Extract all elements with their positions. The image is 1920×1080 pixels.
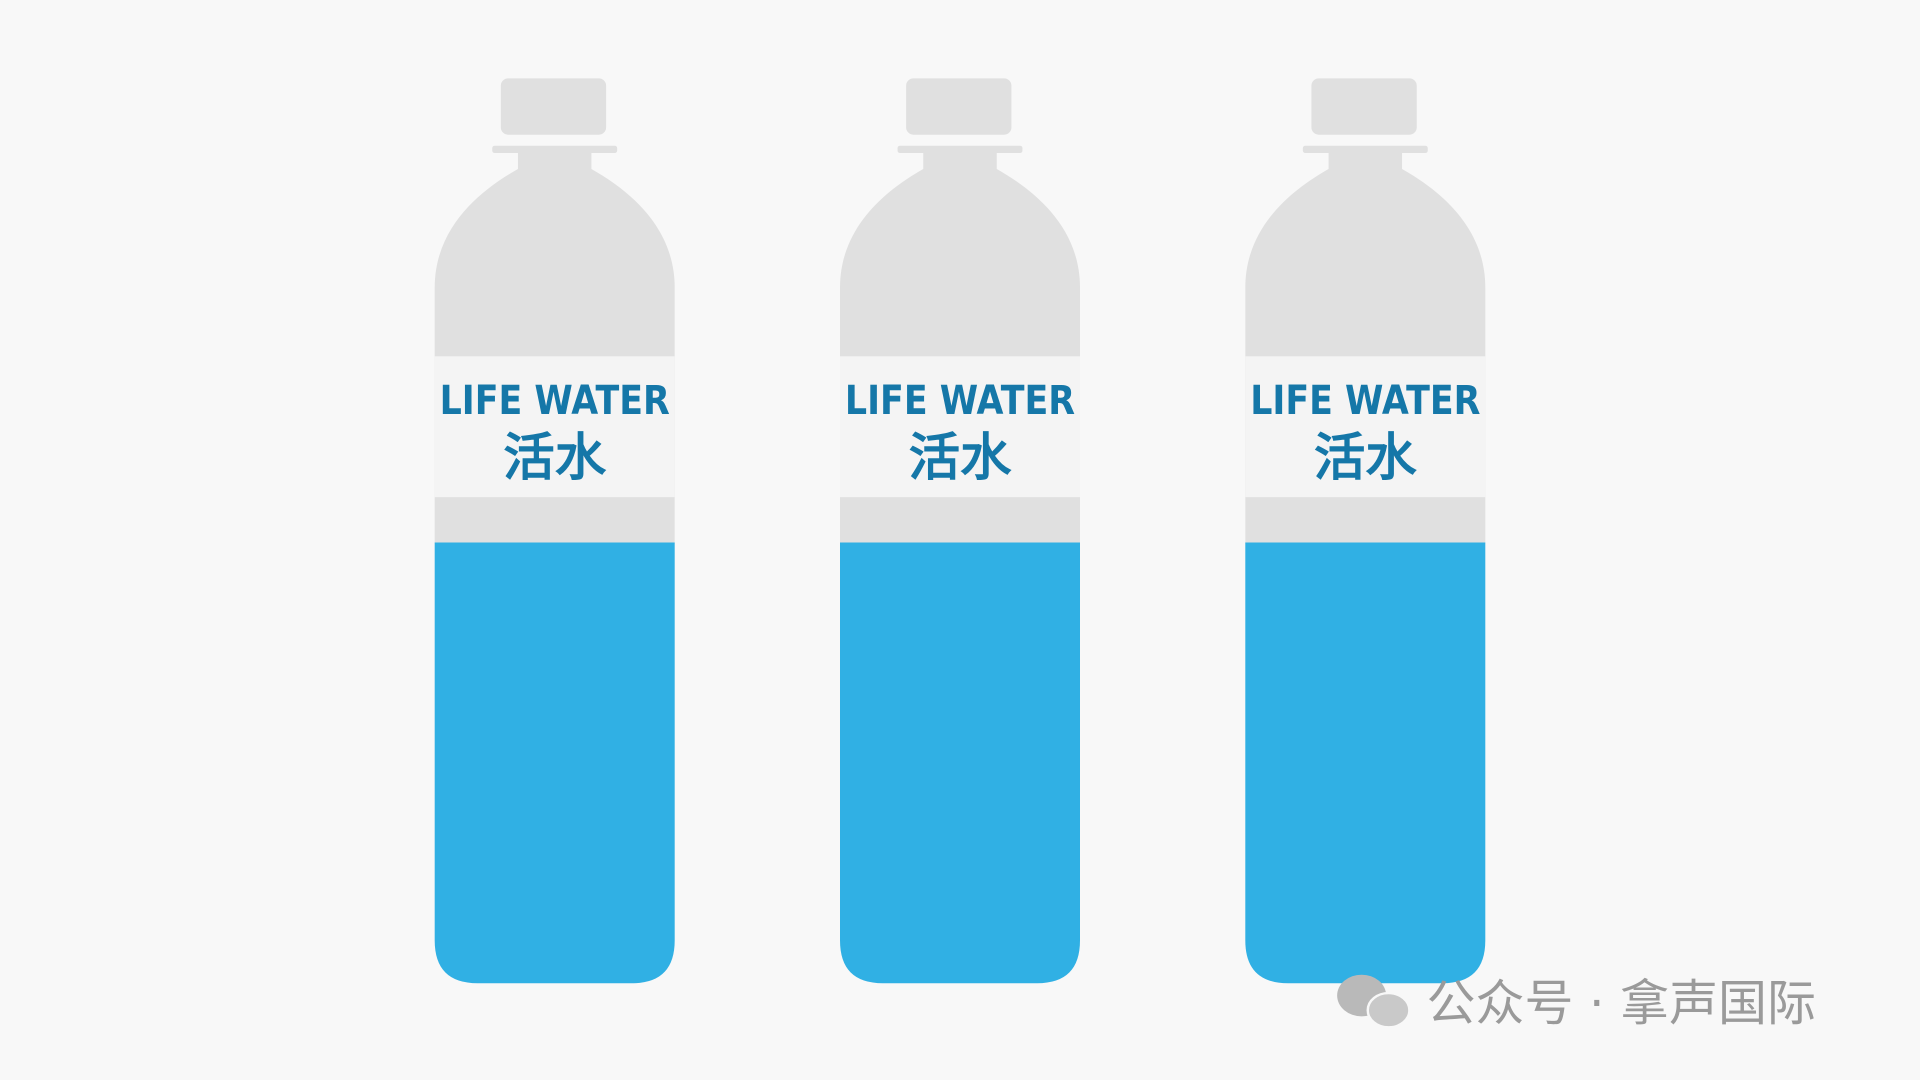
bottle-cap xyxy=(1311,78,1417,135)
label-chinese: 活水 xyxy=(909,428,1012,488)
water xyxy=(1245,542,1486,984)
bottle-neck xyxy=(517,151,592,174)
label-english: LIFE WATER xyxy=(845,376,1075,424)
water xyxy=(840,542,1080,984)
bottle-neck xyxy=(1328,151,1403,174)
bottle-label xyxy=(1245,356,1486,498)
label-chinese: 活水 xyxy=(503,428,606,488)
bottle-ring xyxy=(1302,145,1428,154)
watermark-text: 公众号 · 拿声国际 xyxy=(1427,975,1816,1032)
bottle-ring xyxy=(897,145,1023,154)
bottle-neck xyxy=(923,151,997,174)
label-english: LIFE WATER xyxy=(440,376,670,424)
water xyxy=(434,542,675,984)
label-chinese: 活水 xyxy=(1314,428,1417,488)
bottle-ring xyxy=(492,145,618,154)
wechat-icon xyxy=(1366,991,1411,1029)
label-english: LIFE WATER xyxy=(1250,376,1480,424)
bottle-label xyxy=(840,356,1080,498)
watermark: 公众号 · 拿声国际 xyxy=(1337,974,1816,1032)
bottle-cap xyxy=(500,78,607,135)
bottle-cap xyxy=(906,78,1012,135)
bottle-label xyxy=(434,356,675,498)
